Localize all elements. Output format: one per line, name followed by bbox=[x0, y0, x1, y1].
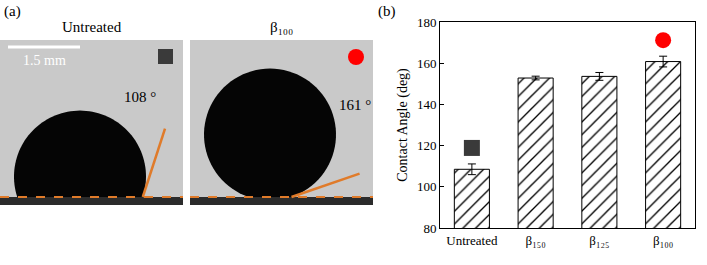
svg-text:160: 160 bbox=[417, 56, 437, 71]
svg-text:108 °: 108 ° bbox=[124, 89, 156, 105]
svg-text:80: 80 bbox=[423, 221, 436, 236]
svg-text:1.5 mm: 1.5 mm bbox=[23, 53, 66, 68]
svg-text:120: 120 bbox=[417, 138, 437, 153]
svg-text:140: 140 bbox=[417, 97, 437, 112]
svg-text:Untreated: Untreated bbox=[446, 233, 498, 248]
svg-text:Untreated: Untreated bbox=[62, 19, 122, 35]
svg-text:Contact Angle (deg): Contact Angle (deg) bbox=[395, 68, 411, 182]
svg-text:(a): (a) bbox=[4, 3, 21, 20]
svg-text:161 °: 161 ° bbox=[339, 97, 371, 113]
svg-text:β₁₅₀: β₁₅₀ bbox=[526, 233, 546, 248]
svg-text:β₁₀₀: β₁₀₀ bbox=[653, 233, 673, 248]
svg-text:100: 100 bbox=[417, 179, 437, 194]
svg-text:(b): (b) bbox=[378, 3, 396, 20]
svg-text:β₁₂₅: β₁₂₅ bbox=[589, 233, 609, 248]
svg-text:180: 180 bbox=[417, 15, 437, 30]
svg-text:β₁₀₀: β₁₀₀ bbox=[270, 19, 293, 35]
